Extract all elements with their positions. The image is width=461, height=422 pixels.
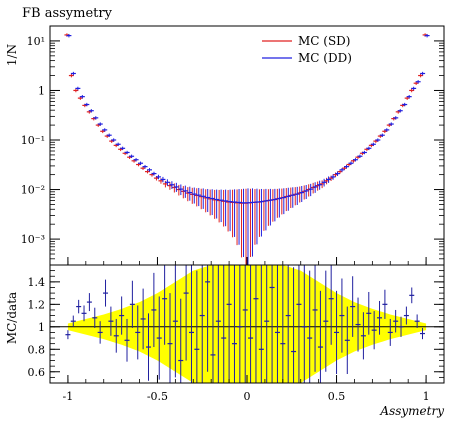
x-tick-label: 0 <box>244 390 251 403</box>
bottom-y-tick-label: 1 <box>38 321 45 334</box>
bottom-y-axis-ticks: 0.6 0.8 1 1.2 1.4 <box>28 264 444 379</box>
top-y-tick-label: 1 <box>38 84 45 97</box>
x-axis-label: Assymetry <box>379 404 444 418</box>
bottom-y-tick-label: 0.8 <box>28 343 46 356</box>
x-tick-label: 1 <box>423 390 430 403</box>
series-dd-markers <box>66 33 430 265</box>
bottom-y-tick-label: 1.4 <box>28 276 46 289</box>
top-y-tick-label: 10⁻² <box>21 184 45 197</box>
top-y-axis-label: 1/N <box>5 44 19 66</box>
x-axis-ticks: -1 -0.5 0 0.5 1 <box>49 257 445 403</box>
bottom-y-axis-label: MC/data <box>5 292 19 344</box>
x-tick-label: -0.5 <box>147 390 168 403</box>
bottom-y-tick-label: 1.2 <box>28 298 46 311</box>
legend: MC (SD) MC (DD) <box>262 34 352 65</box>
top-y-axis-ticks: 10⁻³ 10⁻² 10⁻¹ 1 10¹ <box>21 25 444 266</box>
chart-title: FB assymetry <box>22 6 113 21</box>
bottom-y-tick-label: 0.6 <box>28 366 46 379</box>
x-tick-label: -1 <box>63 390 74 403</box>
ratio-points <box>65 265 426 383</box>
x-tick-label: 0.5 <box>328 390 346 403</box>
legend-label-dd: MC (DD) <box>298 51 352 65</box>
legend-label-sd: MC (SD) <box>298 34 351 48</box>
top-y-tick-label: 10¹ <box>27 35 45 48</box>
top-y-tick-label: 10⁻³ <box>21 233 45 246</box>
top-y-tick-label: 10⁻¹ <box>21 134 45 147</box>
